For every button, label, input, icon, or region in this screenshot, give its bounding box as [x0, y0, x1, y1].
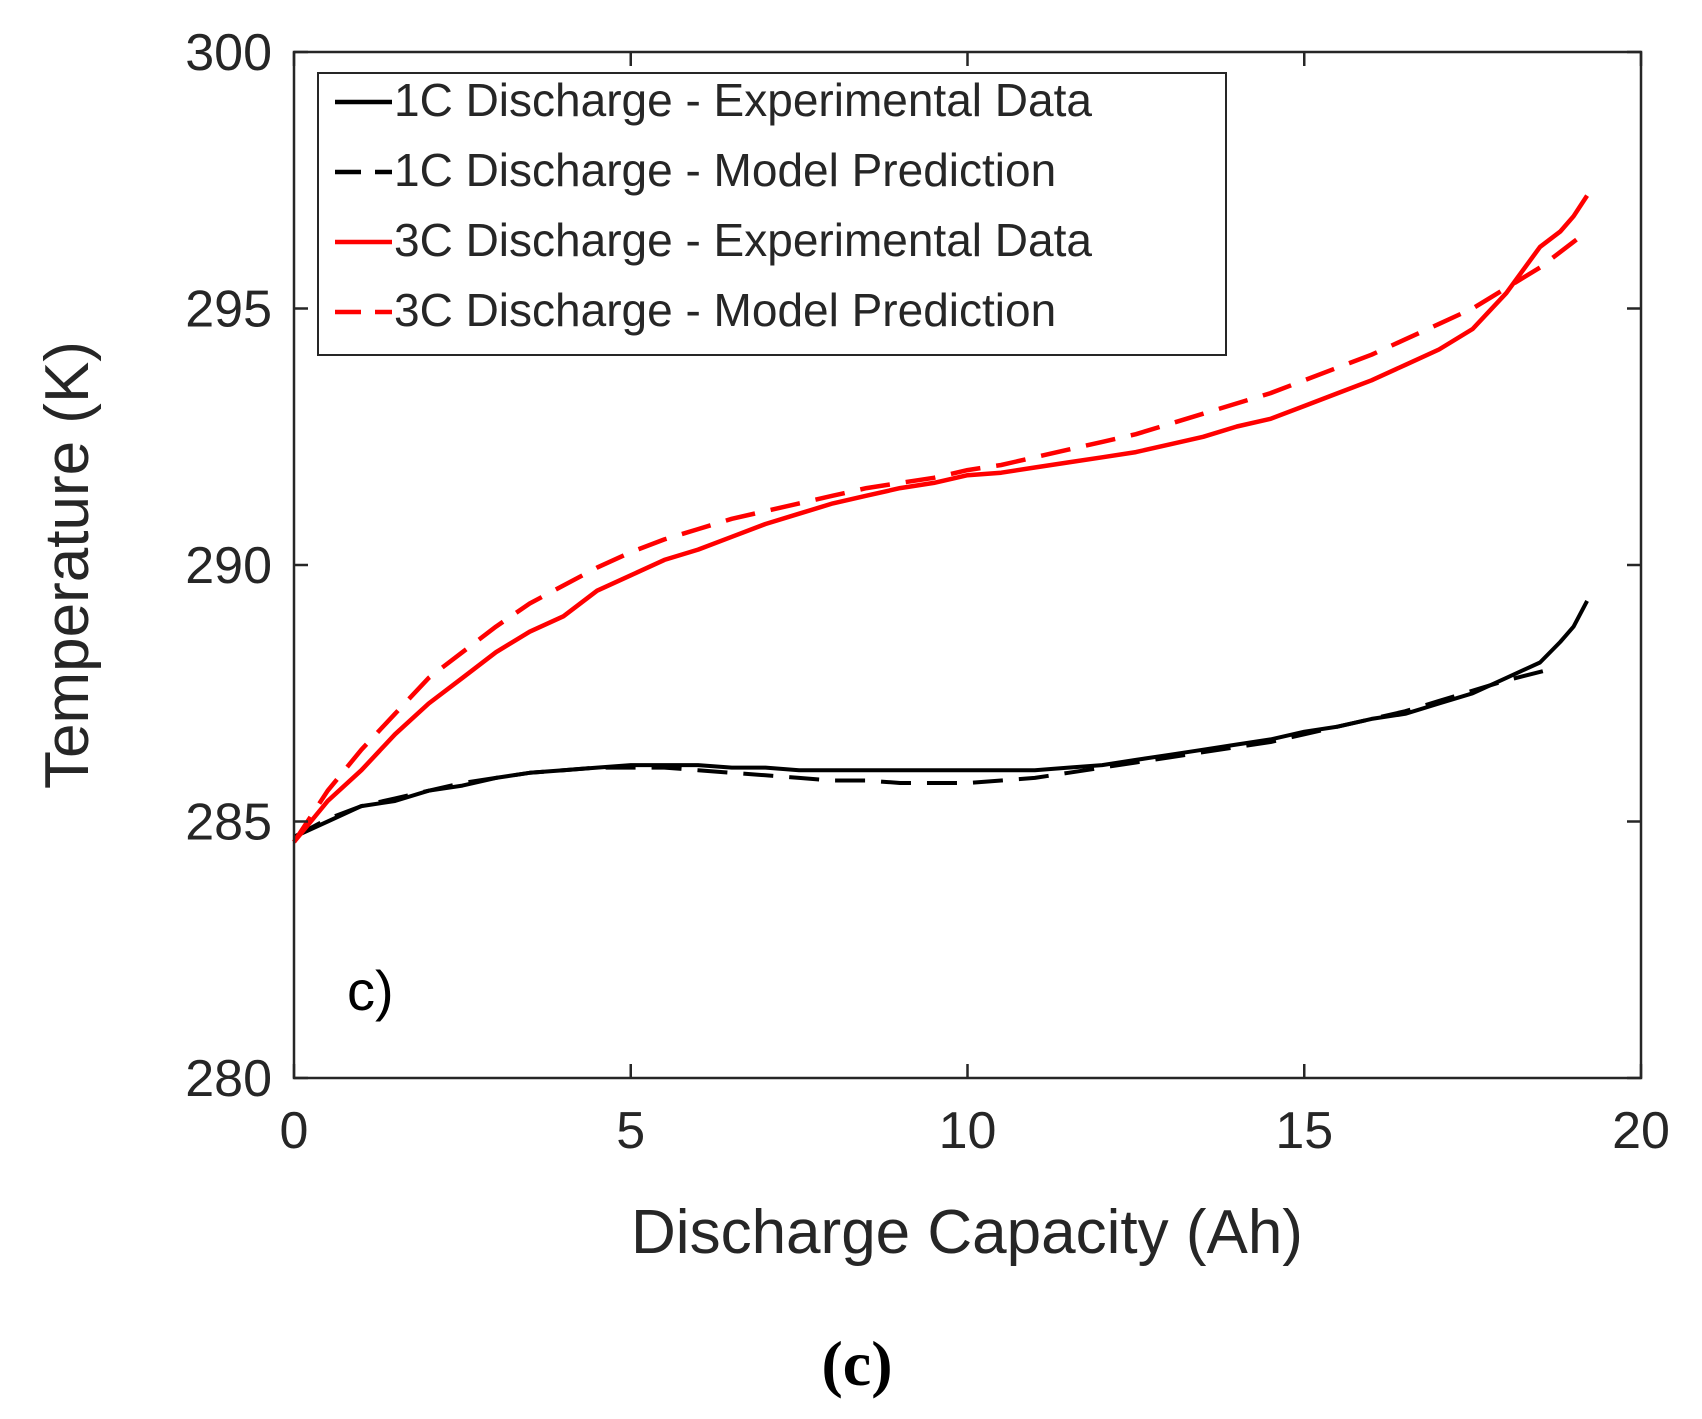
x-tick-label-0: 0: [280, 1102, 309, 1160]
legend: 1C Discharge - Experimental Data 1C Disch…: [317, 72, 1227, 356]
y-tick-label-0: 280: [185, 1050, 272, 1108]
y-axis-title: Temperature (K): [33, 341, 102, 789]
y-tick-label-2: 290: [185, 537, 272, 595]
y-tick-label-4: 300: [185, 24, 272, 82]
tick-layer: 0 5 10 15 20 280 285 290 295 300: [185, 24, 1670, 1160]
x-tick-label-2: 10: [939, 1102, 997, 1160]
series-layer: [292, 194, 1589, 844]
x-axis-title: Discharge Capacity (Ah): [631, 1198, 1303, 1267]
legend-label-4: 3C Discharge - Model Prediction: [394, 284, 1056, 336]
legend-items: 1C Discharge - Experimental Data 1C Disch…: [335, 74, 1092, 336]
figure-caption: (c): [821, 1328, 892, 1399]
legend-label-2: 1C Discharge - Model Prediction: [394, 144, 1056, 196]
y-tick-label-3: 295: [185, 281, 272, 339]
x-tick-label-3: 15: [1275, 1102, 1333, 1160]
panel-annotation: c): [347, 959, 394, 1022]
legend-label-3: 3C Discharge - Experimental Data: [394, 214, 1092, 266]
series-line-3: [292, 194, 1589, 844]
legend-label-1: 1C Discharge - Experimental Data: [394, 74, 1092, 126]
legend-box: [317, 72, 1227, 356]
x-tick-label-1: 5: [616, 1102, 645, 1160]
x-tick-label-4: 20: [1612, 1102, 1670, 1160]
y-tick-label-1: 285: [185, 794, 272, 852]
